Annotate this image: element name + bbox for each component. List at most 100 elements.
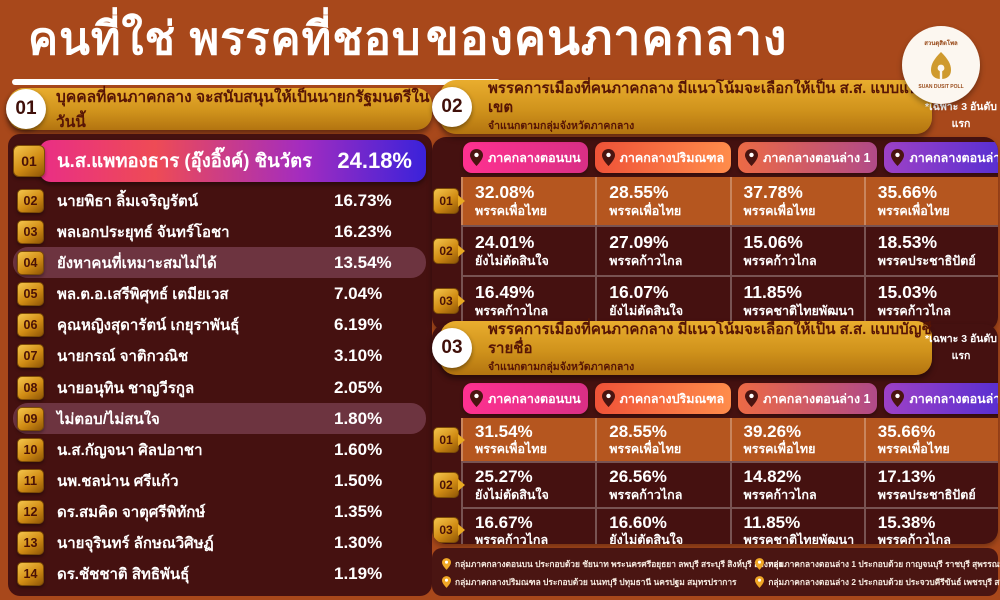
table-row-1: 01 31.54% พรรคเพื่อไทย 28.55% พรรคเพื่อไทย… (433, 418, 998, 462)
footnote-metro: กลุ่มภาคกลางปริมณฑล ประกอบด้วย นนทบุรี ป… (442, 573, 754, 590)
rank-badge: 12 (17, 500, 44, 525)
percent: 16.60% (609, 512, 667, 532)
percent: 16.67% (475, 512, 533, 532)
percent: 28.55% (609, 182, 669, 202)
candidate-percent: 6.19% (334, 315, 383, 335)
rank-badge: 02 (433, 237, 465, 264)
map-pin-icon (755, 557, 765, 570)
result-cell: 17.13% พรรคประชาธิปัตย์ (863, 463, 998, 507)
party: ยังไม่ตัดสินใจ (609, 532, 684, 544)
percent: 24.01% (475, 231, 535, 252)
candidate-name: คุณหญิงสุดารัตน์ เกยุราพันธุ์ (57, 317, 240, 335)
ranking-row-12: 12 ดร.สมคิด จาตุศรีพิทักษ์ 1.35% (13, 497, 426, 528)
party: พรรคประชาธิปัตย์ (877, 487, 976, 502)
percent: 17.13% (877, 467, 936, 487)
pm-candidate-ranking-panel: 01 น.ส.แพทองธาร (อุ๊งอิ๊งค์) ชินวัตร 24.… (8, 134, 432, 596)
panel3-header: 03 พรรคการเมืองที่คนภาคกลาง มีแนวโน้มจะเ… (432, 320, 932, 375)
panel2-number: 02 (432, 87, 472, 127)
rank-badge: 03 (17, 219, 44, 244)
panel2-note: *เฉพาะ 3 อันดับแรก (925, 101, 997, 130)
candidate-name: นายพิธา ลิ้มเจริญรัตน์ (57, 192, 198, 210)
result-cell: 15.06% พรรคก้าวไกล (729, 226, 864, 275)
region-label: ภาคกลางปริมณฑล (619, 150, 725, 165)
percent: 37.78% (743, 182, 803, 202)
candidate-percent: 2.05% (334, 377, 383, 397)
region-label: ภาคกลางตอนล่าง 1 (763, 150, 871, 165)
region-pill-metro: ภาคกลางปริมณฑล (594, 142, 732, 173)
rank-badge: 02 (433, 471, 465, 498)
footnote-upper: กลุ่มภาคกลางตอนบน ประกอบด้วย ชัยนาท พระน… (442, 555, 783, 572)
table-constituency: ภาคกลางตอนบน ภาคกลางปริมณฑล ภาคกลางตอนล่… (432, 137, 998, 331)
candidate-percent: 16.73% (334, 190, 392, 210)
region-header-row: ภาคกลางตอนบน ภาคกลางปริมณฑล ภาคกลางตอนล่… (432, 137, 998, 177)
panel1-title: บุคคลที่คนภาคกลาง จะสนับสนุนให้เป็นนายกร… (56, 89, 430, 131)
footnote-text: กลุ่มภาคกลางตอนล่าง 1 ประกอบด้วย กาญจนบุ… (768, 558, 1000, 569)
ranking-row-7: 07 นายกรณ์ จาติกวณิช 3.10% (13, 341, 426, 372)
region-pill-lower1: ภาคกลางตอนล่าง 1 (738, 142, 878, 173)
rank-badge: 05 (17, 282, 44, 307)
candidate-name: นายจุรินทร์ ลักษณวิศิษฏ์ (57, 535, 214, 553)
candidate-name: พล.ต.อ.เสรีพิศุทธ์ เตมียเวส (57, 286, 229, 304)
party: พรรคเพื่อไทย (609, 442, 682, 457)
percent: 26.56% (609, 467, 667, 487)
candidate-percent: 13.54% (334, 252, 392, 272)
party: พรรคก้าวไกล (743, 487, 817, 502)
ranking-row-6: 06 คุณหญิงสุดารัตน์ เกยุราพันธุ์ 6.19% (13, 310, 426, 341)
panel1-number: 01 (6, 89, 46, 129)
percent: 18.53% (877, 231, 938, 252)
party: พรรคชาติไทยพัฒนา (743, 303, 855, 318)
candidate-percent: 1.35% (334, 502, 383, 522)
result-cell: 15.38% พรรคก้าวไกล (863, 508, 998, 544)
rank-badge: 10 (17, 437, 44, 462)
rank-badge: 09 (17, 406, 44, 431)
ranking-row-2: 02 นายพิธา ลิ้มเจริญรัตน์ 16.73% (13, 185, 426, 216)
candidate-name: น.ส.กัญจนา ศิลปอาชา (57, 441, 203, 459)
ranking-row-14: 14 ดร.ชัชชาติ สิทธิพันธุ์ 1.19% (13, 559, 426, 590)
rank-badge: 11 (17, 468, 44, 493)
party: พรรคก้าวไกล (609, 253, 683, 268)
suan-dusit-poll-logo: สวนดุสิตโพล SUAN DUSIT POLL (902, 26, 980, 104)
ranking-row-8: 08 นายอนุทิน ชาญวีรกูล 2.05% (13, 372, 426, 403)
table-row-2: 02 25.27% ยังไม่ตัดสินใจ 26.56% พรรคก้าวไก… (433, 461, 998, 507)
percent: 11.85% (743, 512, 801, 532)
candidate-name: น.ส.แพทองธาร (อุ๊งอิ๊งค์) ชินวัตร (57, 149, 313, 171)
party: พรรคเพื่อไทย (475, 442, 547, 457)
footnote-text: กลุ่มภาคกลางตอนล่าง 2 ประกอบด้วย ประจวบค… (768, 576, 1000, 587)
party: พรรคก้าวไกล (475, 303, 549, 318)
party: ยังไม่ตัดสินใจ (475, 487, 549, 502)
panel3-title: พรรคการเมืองที่คนภาคกลาง มีแนวโน้มจะเลือ… (488, 320, 932, 357)
party: พรรคชาติไทยพัฒนา (743, 532, 855, 544)
map-pin-icon (601, 390, 615, 407)
logo-thai-text: สวนดุสิตโพล (924, 40, 958, 47)
rank-badge: 03 (433, 517, 465, 544)
table-row-2: 02 24.01% ยังไม่ตัดสินใจ 27.09% พรรคก้าวไก… (433, 224, 998, 275)
percent: 35.66% (877, 422, 936, 441)
result-cell: 37.78% พรรคเพื่อไทย (729, 177, 864, 225)
pen-nib-icon (931, 51, 951, 79)
candidate-name: นายอนุทิน ชาญวีรกูล (57, 379, 195, 397)
candidate-name: นายกรณ์ จาติกวณิช (57, 348, 189, 366)
region-pill-upper: ภาคกลางตอนบน (463, 142, 588, 173)
region-pill-lower1: ภาคกลางตอนล่าง 1 (738, 383, 878, 414)
percent: 15.38% (877, 512, 936, 532)
footnote-text: กลุ่มภาคกลางปริมณฑล ประกอบด้วย นนทบุรี ป… (455, 576, 737, 587)
map-pin-icon (470, 149, 483, 166)
map-pin-icon (745, 149, 759, 166)
party: พรรคเพื่อไทย (877, 203, 950, 218)
rank-badge: 06 (17, 313, 44, 338)
rank-badge: 01 (433, 426, 465, 453)
region-pill-lower2: ภาคกลางตอนล่าง 2 (884, 383, 998, 414)
result-cell: 28.55% พรรคเพื่อไทย (595, 177, 729, 225)
party: พรรคก้าวไกล (475, 532, 549, 544)
page-title: คนที่ใช่ พรรคที่ชอบ ของคนภาคกลาง (28, 0, 787, 76)
footnote-lower2: กลุ่มภาคกลางตอนล่าง 2 ประกอบด้วย ประจวบค… (755, 573, 1000, 590)
party: พรรคเพื่อไทย (877, 442, 950, 457)
candidate-name: ยังหาคนที่เหมาะสมไม่ได้ (57, 254, 217, 272)
map-pin-icon (442, 575, 451, 588)
panel2-subtitle: จำแนกตามกลุ่มจังหวัดภาคกลาง (488, 120, 635, 133)
result-cell: 11.85% พรรคชาติไทยพัฒนา (729, 508, 864, 544)
footnote-text: กลุ่มภาคกลางตอนบน ประกอบด้วย ชัยนาท พระน… (455, 558, 783, 569)
map-pin-icon (745, 390, 759, 407)
percent: 32.08% (475, 182, 535, 202)
result-cell: 11.85% พรรคชาติไทยพัฒนา (729, 276, 864, 325)
